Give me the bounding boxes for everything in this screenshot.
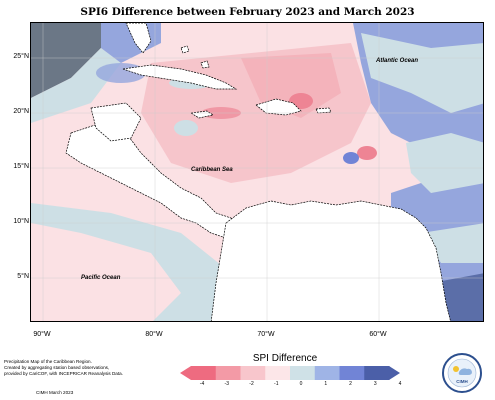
legend-tick-label: -1 bbox=[274, 381, 279, 387]
caribbean-teal-spot bbox=[174, 120, 198, 136]
graticule bbox=[31, 23, 483, 321]
bahamas-island-2 bbox=[200, 60, 210, 69]
logo-text: CIMH bbox=[456, 379, 468, 384]
puerto-rico-land bbox=[315, 107, 332, 114]
legend-colorbar bbox=[180, 366, 400, 380]
legend-swatch bbox=[290, 366, 316, 380]
legend-ticks: -4 -3 -2 -1 0 1 2 3 4 bbox=[191, 381, 402, 389]
map-notes: Precipitation Map of the Caribbean Regio… bbox=[4, 359, 134, 377]
lon-label-60w: 60°W bbox=[369, 331, 387, 338]
land-masses bbox=[65, 23, 451, 321]
lat-label-20n: 20°N bbox=[13, 108, 29, 115]
cuba-land bbox=[122, 64, 238, 90]
legend-tick-label: -2 bbox=[249, 381, 254, 387]
lon-label-80w: 80°W bbox=[145, 331, 163, 338]
legend-tick-label: 4 bbox=[398, 381, 402, 387]
lon-label-70w: 70°W bbox=[257, 331, 275, 338]
legend-swatch bbox=[265, 366, 291, 380]
lat-label-5n: 5°N bbox=[17, 273, 29, 280]
cimh-logo: CIMH bbox=[442, 353, 482, 393]
legend-title: SPI Difference bbox=[252, 353, 318, 364]
legend-segments bbox=[191, 366, 390, 380]
lat-label-15n: 15°N bbox=[13, 163, 29, 170]
legend-swatch bbox=[215, 366, 241, 380]
legend-tick-label: 0 bbox=[299, 381, 303, 387]
bahamas-island-1 bbox=[180, 45, 190, 54]
florida-land bbox=[125, 23, 152, 54]
pacific-pink-region bbox=[31, 223, 181, 321]
legend-tick-label: 2 bbox=[349, 381, 352, 387]
central-america-land bbox=[65, 122, 237, 239]
credit-text: CIMH March 2023 bbox=[36, 390, 74, 395]
legend-swatch bbox=[314, 366, 340, 380]
pacific-ocean-label: Pacific Ocean bbox=[81, 275, 121, 281]
gulf-teal-region bbox=[31, 48, 121, 123]
legend-arrow-right bbox=[389, 366, 400, 380]
spi-difference-map: Atlantic Ocean Caribbean Sea Pacific Oce… bbox=[31, 23, 483, 321]
legend-swatch bbox=[191, 366, 217, 380]
antilles-blue-spot bbox=[343, 152, 359, 164]
legend-tick-label: 1 bbox=[324, 381, 328, 387]
atlantic-teal-band bbox=[406, 133, 483, 193]
legend-tick-label: 3 bbox=[373, 381, 377, 387]
caribbean-sea-label: Caribbean Sea bbox=[191, 167, 233, 173]
legend-swatch bbox=[339, 366, 365, 380]
map-panel: Atlantic Ocean Caribbean Sea Pacific Oce… bbox=[30, 22, 484, 322]
map-title: SPI6 Difference between February 2023 an… bbox=[80, 6, 415, 18]
lesser-antilles-deep-pink bbox=[357, 146, 377, 160]
lon-label-90w: 90°W bbox=[33, 331, 51, 338]
south-america-land bbox=[210, 200, 451, 321]
yucatan-land bbox=[90, 102, 142, 142]
note-line-3: provided by CariCOF, with INCEPRICAR Rea… bbox=[4, 371, 123, 376]
jamaica-land bbox=[189, 110, 214, 119]
legend-tick-label: -3 bbox=[224, 381, 229, 387]
sun-icon bbox=[453, 366, 459, 372]
note-line-2: Created by aggregating station based obs… bbox=[4, 365, 110, 370]
note-line-1: Precipitation Map of the Caribbean Regio… bbox=[4, 359, 92, 364]
legend-arrow-left bbox=[180, 366, 191, 380]
legend-swatch bbox=[240, 366, 266, 380]
atlantic-teal-region bbox=[361, 33, 483, 113]
atlantic-ocean-label: Atlantic Ocean bbox=[375, 58, 418, 64]
cloud-icon bbox=[458, 368, 472, 375]
legend-swatch bbox=[364, 366, 390, 380]
legend-tick-label: -4 bbox=[199, 381, 205, 387]
lat-label-25n: 25°N bbox=[13, 53, 29, 60]
gulf-nodata-region bbox=[31, 23, 101, 98]
lat-label-10n: 10°N bbox=[13, 218, 29, 225]
